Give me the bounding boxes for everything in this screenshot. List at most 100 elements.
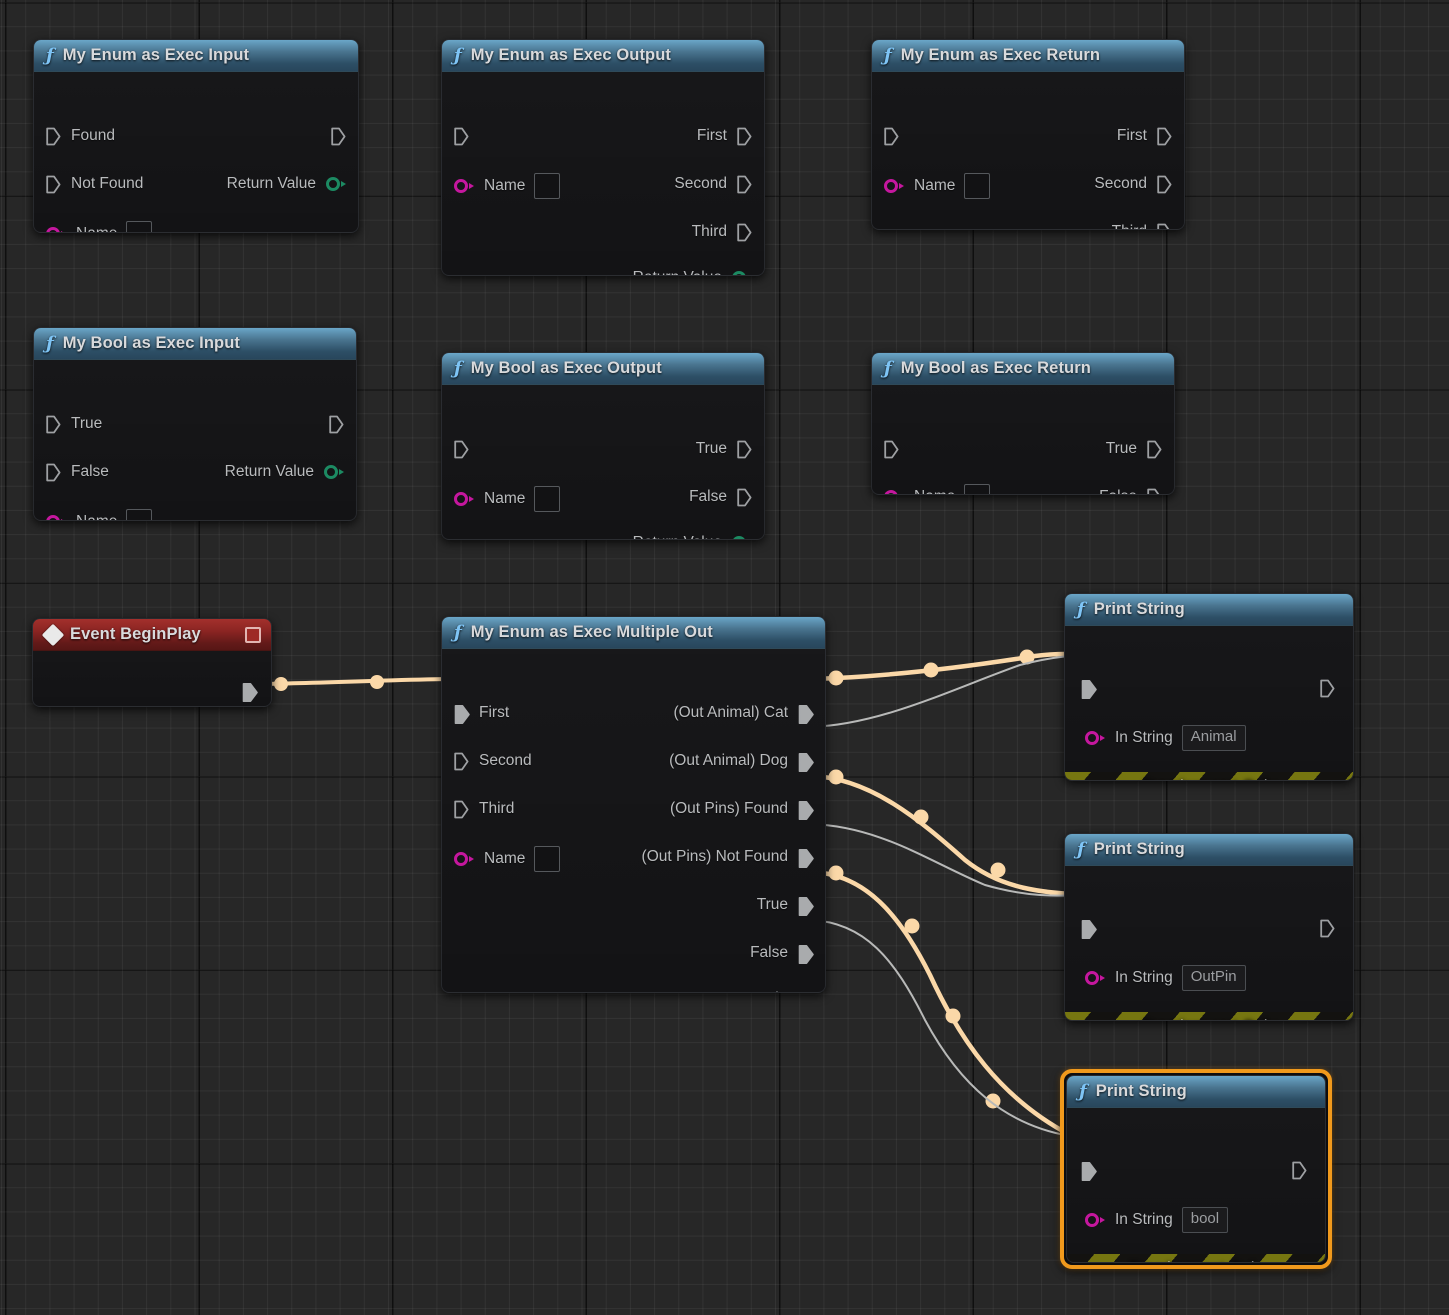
exec-pin-icon[interactable] [454,800,469,819]
in-string-textbox[interactable]: Animal [1181,725,1246,751]
pin-row-name[interactable]: Name [46,221,153,232]
exec-pin-icon[interactable] [1157,223,1172,229]
exec-pin-icon[interactable] [46,127,61,146]
pin-row-name[interactable]: Name [454,173,561,199]
pin-row-exec-out[interactable] [1292,1158,1307,1182]
name-pin-icon[interactable] [884,490,904,494]
pin-row-false[interactable]: False [750,941,814,965]
name-checkbox[interactable] [534,846,561,872]
pin-row-exec-in[interactable] [454,124,469,148]
exec-pin-icon[interactable] [331,127,346,146]
exec-pin-icon[interactable] [1147,488,1162,494]
exec-pin-icon[interactable] [884,440,899,459]
exec-pin-icon-filled[interactable] [1081,919,1097,939]
exec-pin-icon[interactable] [1157,175,1172,194]
pin-row-return-value[interactable]: Return Value [633,266,752,275]
pin-row-return-value[interactable]: Return Value [227,172,346,196]
pin-row-name[interactable]: Name [884,484,991,494]
node-header[interactable]: ƒ Print String [1065,594,1353,626]
pin-row-true[interactable]: True [46,412,102,436]
name-pin-icon[interactable] [46,227,66,232]
exec-pin-icon[interactable] [1157,127,1172,146]
pin-row-out-pins-not-found[interactable]: (Out Pins) Not Found [642,845,814,869]
pin-row-out-animal-dog[interactable]: (Out Animal) Dog [669,749,814,773]
pin-row-exec-in[interactable] [454,437,469,461]
string-pin-icon[interactable] [1085,971,1105,985]
exec-pin-icon[interactable] [454,752,469,771]
node-header[interactable]: ƒ My Enum as Exec Input [34,40,358,72]
pin-row-false[interactable]: False [1099,485,1162,494]
pin-row-exec-out[interactable] [1320,676,1335,700]
pin-row-name[interactable]: Name [46,509,153,520]
exec-pin-icon[interactable] [329,415,344,434]
name-pin-icon[interactable] [454,852,474,866]
name-checkbox[interactable] [534,486,561,512]
exec-pin-icon-filled[interactable] [798,848,814,868]
name-checkbox[interactable] [126,509,153,520]
pin-row-true[interactable]: True [757,893,814,917]
stop-square-icon[interactable] [245,626,261,643]
node-my-bool-as-exec-return[interactable]: ƒ My Bool as Exec Return Name True [871,352,1175,495]
node-header[interactable]: ƒ My Bool as Exec Return [872,353,1174,385]
pin-row-out-animal-cat[interactable]: (Out Animal) Cat [673,701,814,725]
exec-pin-icon-filled[interactable] [1081,1161,1097,1181]
node-header[interactable]: Event BeginPlay [33,619,271,651]
node-event-beginplay[interactable]: Event BeginPlay [32,618,272,707]
exec-pin-icon[interactable] [737,488,752,507]
pin-row-not-found[interactable]: Not Found [46,172,143,196]
node-my-enum-as-exec-output[interactable]: ƒ My Enum as Exec Output Name First [441,39,765,276]
exec-pin-icon-filled[interactable] [1081,679,1097,699]
exec-pin-icon[interactable] [46,463,61,482]
pin-row-exec-in[interactable] [1081,676,1097,700]
node-print-string-outpin[interactable]: ƒ Print String In String OutPin Developm… [1064,833,1354,1021]
name-pin-icon[interactable] [454,179,474,193]
pin-row-in-string[interactable]: In String OutPin [1085,965,1246,991]
node-print-string-animal[interactable]: ƒ Print String In String Animal Developm… [1064,593,1354,781]
pin-row-true[interactable]: True [696,437,752,461]
pin-row-result[interactable]: Result [739,987,813,992]
string-pin-icon[interactable] [1085,1213,1105,1227]
pin-row-exec-out[interactable] [329,412,344,436]
name-checkbox[interactable] [964,173,991,199]
enum-pin-icon[interactable] [324,465,344,479]
pin-row-second[interactable]: Second [454,749,532,773]
pin-row-name[interactable]: Name [884,173,991,199]
name-pin-icon[interactable] [46,515,66,520]
exec-pin-icon[interactable] [737,440,752,459]
node-header[interactable]: ƒ My Bool as Exec Output [442,353,764,385]
node-header[interactable]: ƒ My Enum as Exec Output [442,40,764,72]
exec-pin-icon[interactable] [454,440,469,459]
pin-row-exec-out[interactable] [1320,916,1335,940]
pin-row-first[interactable]: First [1117,124,1172,148]
node-my-enum-as-exec-return[interactable]: ƒ My Enum as Exec Return Name First [871,39,1185,230]
node-my-enum-as-exec-input[interactable]: ƒ My Enum as Exec Input Found Not Found … [33,39,359,233]
pin-row-return-value[interactable]: Return Value [225,460,344,484]
pin-row-second[interactable]: Second [674,172,752,196]
node-my-enum-as-exec-multiple-out[interactable]: ƒ My Enum as Exec Multiple Out First Sec… [441,616,826,993]
exec-pin-icon[interactable] [737,175,752,194]
exec-pin-icon[interactable] [46,415,61,434]
enum-pin-icon[interactable] [732,271,752,275]
pin-row-second[interactable]: Second [1094,172,1172,196]
pin-row-in-string[interactable]: In String Animal [1085,725,1246,751]
enum-pin-icon[interactable] [326,177,346,191]
string-pin-icon[interactable] [1085,731,1105,745]
exec-pin-icon[interactable] [737,223,752,242]
name-checkbox[interactable] [534,173,561,199]
pin-row-false[interactable]: False [46,460,109,484]
exec-pin-icon[interactable] [1320,679,1335,698]
exec-pin-icon[interactable] [1320,919,1335,938]
node-print-string-bool[interactable]: ƒ Print String In String bool Developmen… [1060,1069,1332,1269]
pin-row-exec-in[interactable] [1081,1158,1097,1182]
exec-pin-icon[interactable] [1147,440,1162,459]
exec-pin-icon-filled[interactable] [798,896,814,916]
exec-pin-icon[interactable] [884,127,899,146]
node-my-bool-as-exec-input[interactable]: ƒ My Bool as Exec Input True False Name [33,327,357,521]
exec-pin-icon[interactable] [1292,1161,1307,1180]
name-pin-icon[interactable] [884,179,904,193]
pin-row-exec-out[interactable] [242,679,258,703]
name-checkbox[interactable] [964,484,991,494]
name-checkbox[interactable] [126,221,153,232]
pin-row-exec-in[interactable] [884,437,899,461]
